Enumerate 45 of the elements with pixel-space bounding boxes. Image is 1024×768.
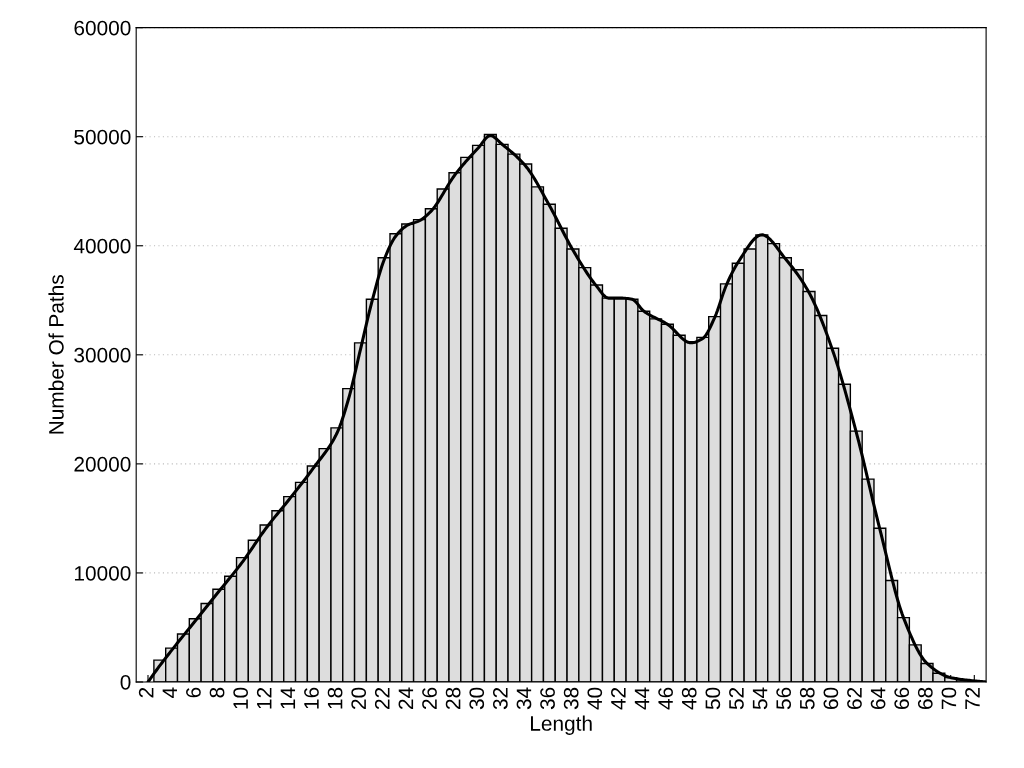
x-tick-label: 60 bbox=[823, 687, 839, 709]
y-tick-label: 50000 bbox=[74, 129, 131, 145]
x-tick-label: 6 bbox=[186, 687, 201, 698]
x-tick-label: 8 bbox=[209, 687, 225, 698]
x-tick-label: 62 bbox=[847, 687, 862, 709]
x-tick-label: 52 bbox=[729, 687, 744, 710]
x-tick-label: 70 bbox=[941, 687, 957, 709]
x-tick-label: 68 bbox=[917, 687, 933, 709]
x-tick-label: 44 bbox=[634, 687, 650, 710]
x-tick-label: 38 bbox=[563, 687, 579, 710]
y-tick-label: 0 bbox=[120, 674, 131, 690]
y-tick-label: 60000 bbox=[74, 20, 131, 36]
y-tick-label: 10000 bbox=[74, 565, 131, 581]
x-tick-label: 56 bbox=[776, 687, 792, 710]
x-tick-label: 72 bbox=[965, 687, 980, 709]
x-tick-label: 28 bbox=[445, 687, 461, 709]
y-axis-title: Number Of Paths bbox=[48, 275, 64, 434]
x-tick-label: 42 bbox=[611, 687, 626, 710]
x-tick-label: 30 bbox=[469, 687, 485, 710]
x-tick-label: 16 bbox=[304, 687, 319, 709]
y-tick-label: 30000 bbox=[74, 347, 131, 363]
y-tick-label: 40000 bbox=[73, 238, 131, 254]
x-tick-label: 40 bbox=[587, 687, 603, 710]
x-tick-label: 36 bbox=[540, 687, 555, 710]
x-tick-label: 12 bbox=[256, 687, 272, 709]
x-tick-label: 34 bbox=[516, 687, 532, 710]
y-tick-label: 20000 bbox=[74, 456, 131, 472]
x-tick-label: 10 bbox=[233, 687, 249, 709]
x-tick-label: 66 bbox=[894, 687, 910, 709]
x-tick-label: 32 bbox=[492, 687, 508, 710]
x-tick-label: 18 bbox=[327, 687, 343, 709]
x-axis-title: Length bbox=[531, 715, 592, 735]
x-tick-label: 2 bbox=[138, 687, 154, 698]
x-tick-label: 22 bbox=[374, 687, 390, 709]
x-tick-label: 46 bbox=[658, 687, 673, 710]
x-tick-label: 54 bbox=[752, 687, 768, 710]
x-tick-label: 64 bbox=[870, 687, 886, 709]
x-tick-label: 26 bbox=[422, 687, 437, 709]
x-tick-label: 50 bbox=[705, 687, 721, 710]
x-tick-label: 4 bbox=[162, 687, 177, 698]
x-tick-label: 24 bbox=[398, 687, 414, 709]
x-tick-label: 58 bbox=[799, 687, 815, 710]
x-tick-label: 14 bbox=[280, 687, 296, 709]
x-tick-label: 20 bbox=[351, 687, 367, 709]
x-tick-label: 48 bbox=[681, 687, 697, 710]
